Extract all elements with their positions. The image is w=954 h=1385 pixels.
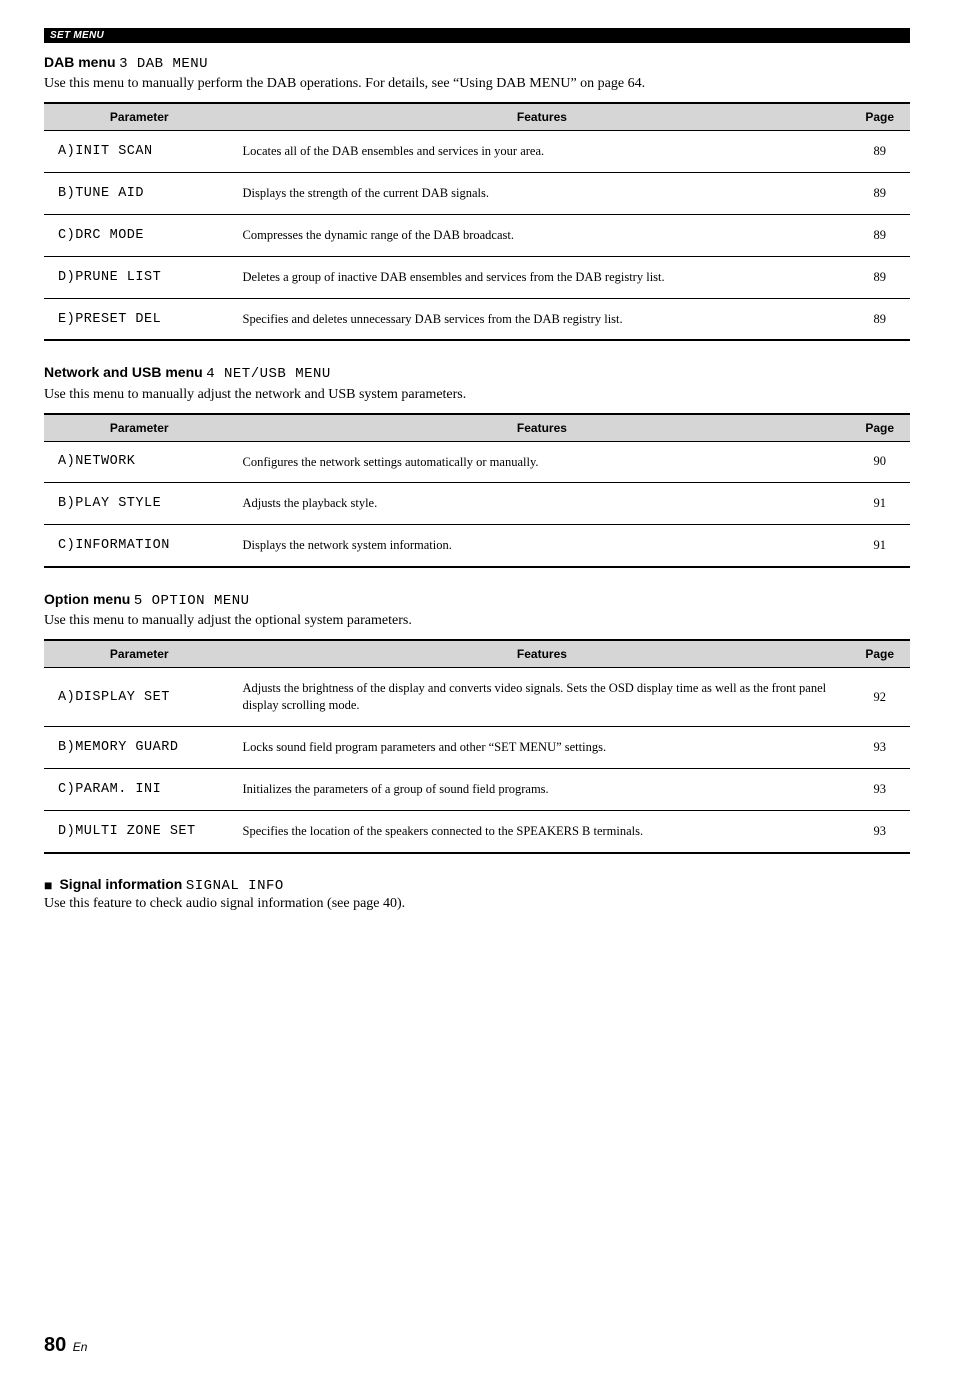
page-lang: En (73, 1340, 88, 1354)
feat-cell: Compresses the dynamic range of the DAB … (235, 214, 850, 256)
feat-cell: Specifies and deletes unnecessary DAB se… (235, 298, 850, 340)
col-parameter: Parameter (44, 640, 235, 668)
section-bar: SET MENU (44, 28, 910, 43)
param-cell: A)DISPLAY SET (44, 668, 235, 727)
page-cell: 89 (849, 298, 910, 340)
table-row: B)PLAY STYLE Adjusts the playback style.… (44, 483, 910, 525)
param-cell: A)INIT SCAN (44, 131, 235, 173)
table-row: E)PRESET DEL Specifies and deletes unnec… (44, 298, 910, 340)
table-row: D)MULTI ZONE SET Specifies the location … (44, 810, 910, 852)
signal-heading: ■ Signal information SIGNAL INFO (44, 876, 910, 895)
feat-cell: Adjusts the playback style. (235, 483, 850, 525)
dab-heading-bold: DAB menu (44, 54, 116, 70)
col-parameter: Parameter (44, 414, 235, 442)
table-row: C)DRC MODE Compresses the dynamic range … (44, 214, 910, 256)
opt-heading-bold: Option menu (44, 591, 130, 607)
page-cell: 91 (849, 483, 910, 525)
dab-table: Parameter Features Page A)INIT SCAN Loca… (44, 102, 910, 341)
table-row: A)NETWORK Configures the network setting… (44, 441, 910, 483)
net-heading: Network and USB menu 4 NET/USB MENU (44, 363, 910, 383)
feat-cell: Displays the strength of the current DAB… (235, 172, 850, 214)
page-cell: 91 (849, 525, 910, 567)
feat-cell: Locks sound field program parameters and… (235, 726, 850, 768)
col-page: Page (849, 414, 910, 442)
opt-heading-lcd: 5 OPTION MENU (134, 593, 250, 609)
signal-intro: Use this feature to check audio signal i… (44, 895, 910, 914)
feat-cell: Locates all of the DAB ensembles and ser… (235, 131, 850, 173)
param-cell: D)MULTI ZONE SET (44, 810, 235, 852)
net-heading-lcd: 4 NET/USB MENU (206, 366, 331, 382)
feat-cell: Adjusts the brightness of the display an… (235, 668, 850, 727)
dab-heading: DAB menu 3 DAB MENU (44, 53, 910, 73)
param-cell: C)INFORMATION (44, 525, 235, 567)
page-footer: 80 En (44, 1334, 910, 1357)
param-cell: B)MEMORY GUARD (44, 726, 235, 768)
col-page: Page (849, 640, 910, 668)
opt-intro: Use this menu to manually adjust the opt… (44, 612, 910, 631)
page-cell: 93 (849, 726, 910, 768)
table-row: D)PRUNE LIST Deletes a group of inactive… (44, 256, 910, 298)
table-header-row: Parameter Features Page (44, 103, 910, 131)
param-cell: B)TUNE AID (44, 172, 235, 214)
table-header-row: Parameter Features Page (44, 414, 910, 442)
col-features: Features (235, 103, 850, 131)
param-cell: C)DRC MODE (44, 214, 235, 256)
signal-heading-bold: Signal information (59, 876, 182, 892)
param-cell: A)NETWORK (44, 441, 235, 483)
opt-heading: Option menu 5 OPTION MENU (44, 590, 910, 610)
param-cell: C)PARAM. INI (44, 768, 235, 810)
col-features: Features (235, 640, 850, 668)
col-page: Page (849, 103, 910, 131)
table-row: A)DISPLAY SET Adjusts the brightness of … (44, 668, 910, 727)
table-row: B)MEMORY GUARD Locks sound field program… (44, 726, 910, 768)
feat-cell: Deletes a group of inactive DAB ensemble… (235, 256, 850, 298)
page-cell: 89 (849, 131, 910, 173)
page-cell: 89 (849, 256, 910, 298)
feat-cell: Displays the network system information. (235, 525, 850, 567)
page-cell: 93 (849, 810, 910, 852)
col-parameter: Parameter (44, 103, 235, 131)
page-cell: 89 (849, 214, 910, 256)
net-intro: Use this menu to manually adjust the net… (44, 386, 910, 405)
param-cell: B)PLAY STYLE (44, 483, 235, 525)
signal-heading-lcd: SIGNAL INFO (186, 878, 284, 894)
opt-table: Parameter Features Page A)DISPLAY SET Ad… (44, 639, 910, 853)
table-row: C)PARAM. INI Initializes the parameters … (44, 768, 910, 810)
square-bullet-icon: ■ (44, 879, 52, 894)
net-heading-bold: Network and USB menu (44, 364, 203, 380)
page-cell: 92 (849, 668, 910, 727)
col-features: Features (235, 414, 850, 442)
table-row: A)INIT SCAN Locates all of the DAB ensem… (44, 131, 910, 173)
net-table: Parameter Features Page A)NETWORK Config… (44, 413, 910, 569)
dab-heading-lcd: 3 DAB MENU (119, 56, 208, 72)
feat-cell: Specifies the location of the speakers c… (235, 810, 850, 852)
page-cell: 90 (849, 441, 910, 483)
param-cell: D)PRUNE LIST (44, 256, 235, 298)
table-row: C)INFORMATION Displays the network syste… (44, 525, 910, 567)
dab-intro: Use this menu to manually perform the DA… (44, 75, 910, 94)
table-row: B)TUNE AID Displays the strength of the … (44, 172, 910, 214)
feat-cell: Configures the network settings automati… (235, 441, 850, 483)
table-header-row: Parameter Features Page (44, 640, 910, 668)
page-cell: 89 (849, 172, 910, 214)
param-cell: E)PRESET DEL (44, 298, 235, 340)
feat-cell: Initializes the parameters of a group of… (235, 768, 850, 810)
page-cell: 93 (849, 768, 910, 810)
page-number: 80 (44, 1334, 66, 1356)
